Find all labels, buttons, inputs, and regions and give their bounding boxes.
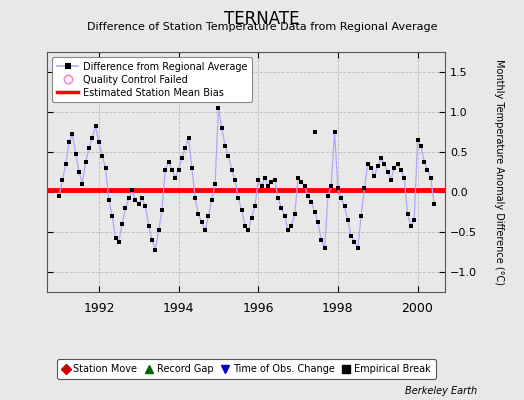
Text: TERNATE: TERNATE <box>224 10 300 28</box>
Legend: Station Move, Record Gap, Time of Obs. Change, Empirical Break: Station Move, Record Gap, Time of Obs. C… <box>57 360 436 379</box>
Text: 2000: 2000 <box>401 302 433 315</box>
Text: 1996: 1996 <box>243 302 274 315</box>
Text: Difference of Station Temperature Data from Regional Average: Difference of Station Temperature Data f… <box>87 22 437 32</box>
Y-axis label: Monthly Temperature Anomaly Difference (°C): Monthly Temperature Anomaly Difference (… <box>494 59 504 285</box>
Text: Berkeley Earth: Berkeley Earth <box>405 386 477 396</box>
Legend: Difference from Regional Average, Quality Control Failed, Estimated Station Mean: Difference from Regional Average, Qualit… <box>52 57 253 102</box>
Text: 1998: 1998 <box>322 302 354 315</box>
Text: 1994: 1994 <box>163 302 194 315</box>
Text: 1992: 1992 <box>83 302 115 315</box>
